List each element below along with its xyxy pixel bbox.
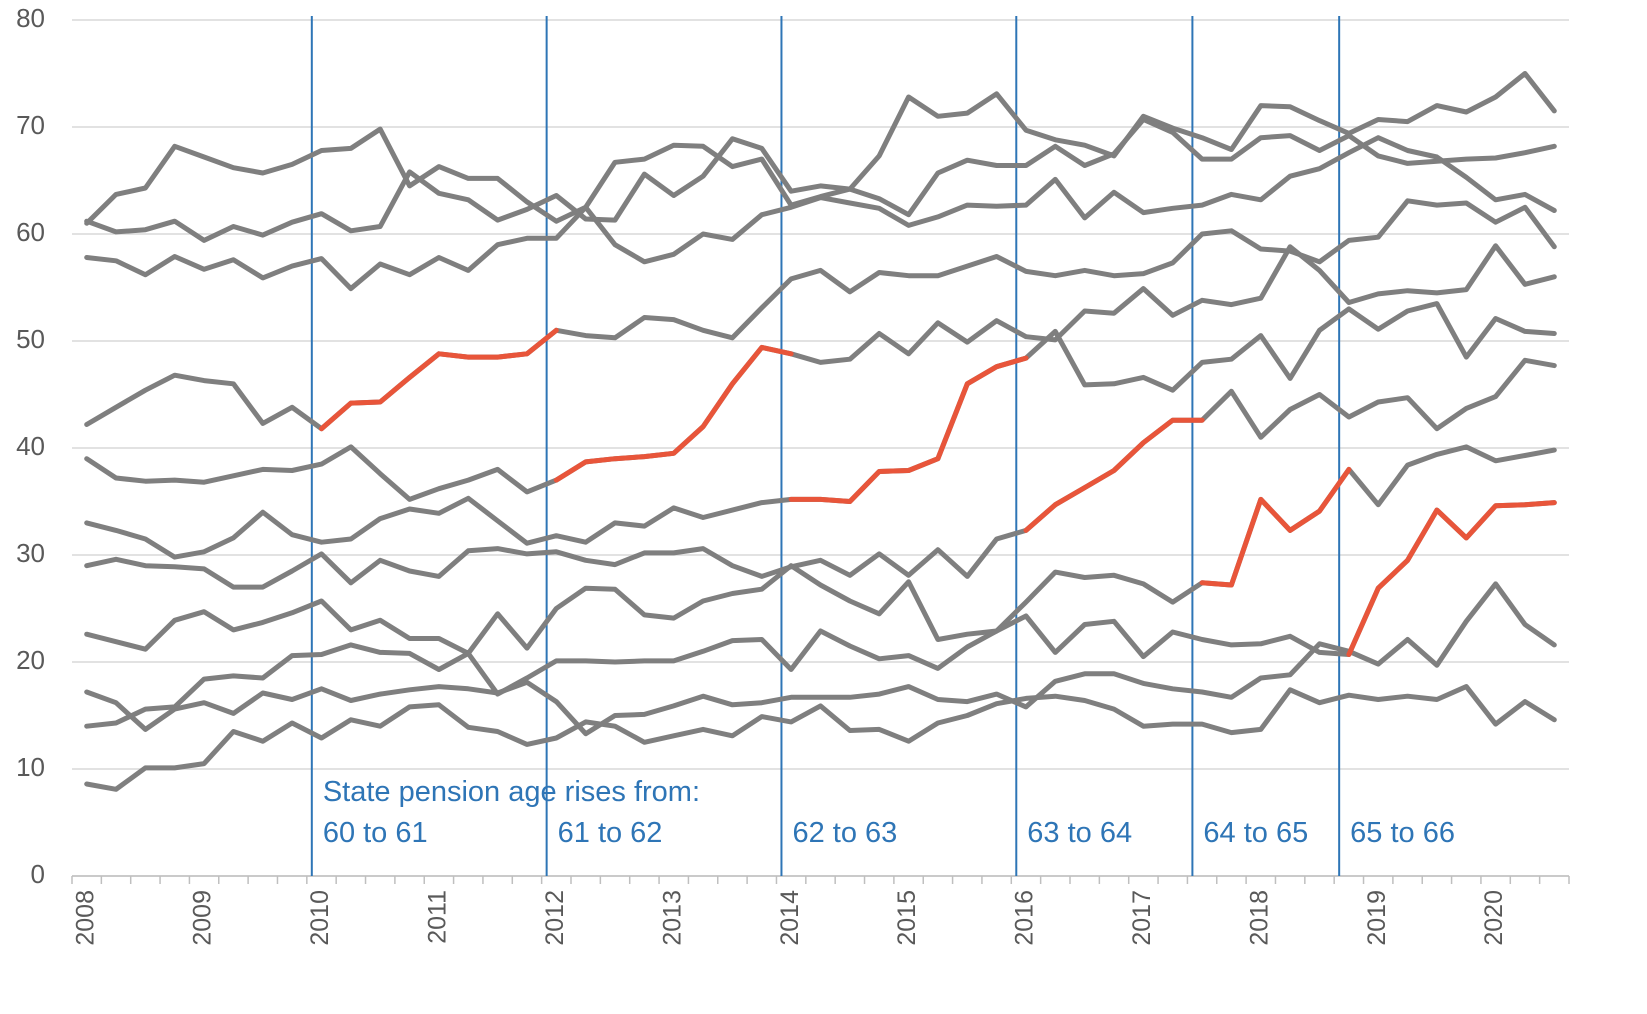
x-tick-label: 2017 (1128, 890, 1156, 946)
y-tick-label: 30 (16, 538, 45, 568)
x-tick-label: 2009 (189, 890, 217, 946)
y-tick-label: 50 (16, 324, 45, 354)
y-tick-label: 20 (16, 645, 45, 675)
annotation-title: State pension age rises from: (323, 776, 700, 808)
x-tick-label: 2010 (306, 890, 334, 946)
highlight-line (1023, 417, 1205, 533)
x-tick-label: 2012 (541, 890, 569, 946)
x-tick-label: 2008 (71, 890, 99, 946)
annotation-label: 60 to 61 (323, 817, 428, 849)
x-tick-label: 2013 (658, 890, 686, 946)
highlight-line (1199, 466, 1352, 588)
x-tick-label: 2014 (776, 890, 804, 946)
annotation-label: 63 to 64 (1027, 817, 1132, 849)
series-line (84, 444, 1557, 656)
x-tick-label: 2020 (1480, 890, 1508, 946)
series-line (84, 500, 1557, 729)
series-line (84, 357, 1557, 590)
series-line (84, 71, 1557, 226)
y-tick-label: 60 (16, 217, 45, 247)
x-tick-label: 2015 (893, 890, 921, 946)
annotation-label: 62 to 63 (792, 817, 897, 849)
y-tick-label: 0 (31, 859, 45, 889)
highlight-line (1346, 500, 1557, 657)
highlight-line (553, 344, 794, 483)
annotation-label: 65 to 66 (1350, 817, 1455, 849)
highlight-line (788, 355, 1029, 504)
y-tick-label: 40 (16, 431, 45, 461)
series-line (84, 684, 1557, 792)
y-tick-label: 80 (16, 3, 45, 33)
series-line (84, 198, 1557, 432)
series-line (84, 581, 1557, 737)
highlight-line (319, 327, 559, 432)
x-tick-label: 2019 (1363, 890, 1391, 946)
x-tick-label: 2016 (1011, 890, 1039, 946)
x-tick-label: 2011 (424, 890, 452, 944)
y-tick-label: 10 (16, 752, 45, 782)
series-line (84, 117, 1557, 243)
series-line (84, 243, 1557, 502)
annotation-label: 64 to 65 (1203, 817, 1308, 849)
y-tick-label: 70 (16, 110, 45, 140)
annotation-label: 61 to 62 (558, 817, 663, 849)
series-line (84, 135, 1557, 292)
x-tick-label: 2018 (1245, 890, 1273, 946)
